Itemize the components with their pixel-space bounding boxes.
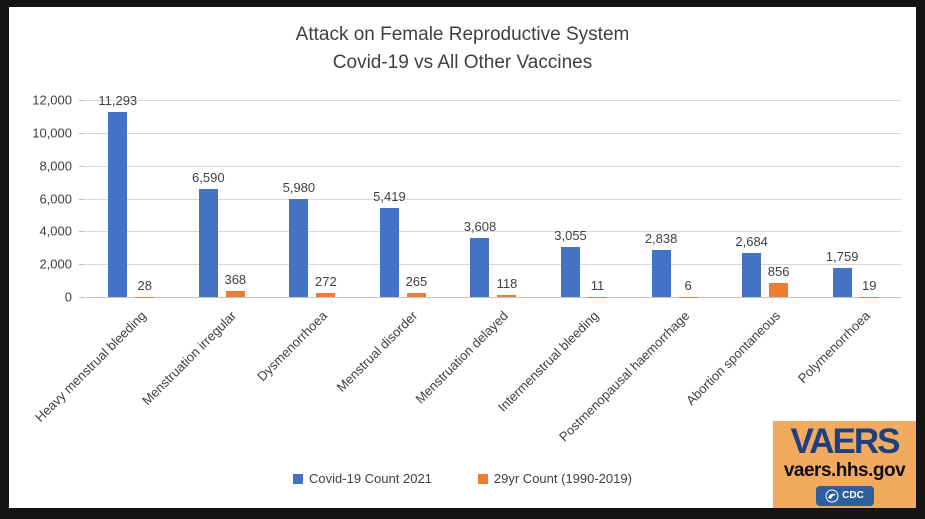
- y-tick-label: 12,000: [32, 92, 72, 108]
- x-category-label: Intermenstrual bleeding: [494, 308, 602, 415]
- x-category-label: Menstruation delayed: [412, 308, 512, 407]
- vaers-brand: VAERS: [790, 421, 901, 461]
- bar-covid19: [742, 252, 762, 297]
- bar-value-label: 272: [315, 273, 337, 289]
- bar-value-label: 11,293: [98, 92, 138, 108]
- y-tick-label: 2,000: [39, 256, 72, 272]
- y-tick-label: 8,000: [39, 158, 72, 174]
- bar-covid19: [379, 208, 399, 297]
- cdc-badge: CDC: [815, 485, 874, 506]
- bar-covid19: [561, 246, 581, 297]
- bar-value-label: 3,055: [554, 227, 587, 243]
- gridline: [86, 264, 901, 266]
- x-category-label: Abortion spontaneous: [682, 308, 783, 409]
- y-tick-label: 4,000: [39, 223, 72, 239]
- bar-value-label: 118: [496, 276, 518, 292]
- gridline: [86, 297, 901, 298]
- bar-covid19: [470, 237, 490, 297]
- bar-group: 5,980 272: [267, 100, 358, 297]
- bar-value-label: 6,590: [192, 169, 225, 185]
- gridline: [86, 198, 901, 200]
- bar-group: 3,055 11: [539, 100, 630, 297]
- bar-29yr: [497, 295, 517, 297]
- bar-value-label: 3,608: [463, 218, 497, 234]
- y-tick-label: 0: [64, 289, 72, 305]
- legend-swatch: [293, 473, 304, 484]
- bar-value-label: 1,759: [825, 249, 859, 265]
- bar-group: 1,759 19: [810, 100, 901, 297]
- bar-covid19: [651, 250, 671, 297]
- bar-group: 11,293 28: [86, 93, 177, 297]
- y-axis-tick: [79, 165, 85, 167]
- vaers-site-url: vaers.hhs.gov: [783, 459, 906, 481]
- bar-29yr: [406, 292, 426, 297]
- bar-value-label: 6: [684, 277, 692, 293]
- chart-title: Attack on Female Reproductive System: [295, 24, 630, 45]
- bar-group: 6,590 368: [177, 100, 268, 297]
- x-category-label: Dysmenorrhoea: [253, 308, 330, 385]
- y-axis-tick: [79, 297, 85, 298]
- bar-value-label: 5,980: [282, 179, 316, 195]
- legend-swatch: [477, 473, 488, 484]
- bar-value-label: 5,419: [373, 189, 406, 205]
- y-axis-tick: [79, 198, 85, 200]
- bar-group: 2,684 856: [720, 100, 811, 297]
- bar-value-label: 28: [137, 277, 152, 293]
- bar-value-label: 2,838: [644, 231, 678, 247]
- gridline: [86, 165, 901, 167]
- y-tick-label: 10,000: [32, 125, 72, 141]
- plot-area: 0 2,000 4,000 6,000 8,000 10,000 12,000 11,293 2…: [32, 93, 901, 444]
- legend: Covid-19 Count 2021 29yr Count (1990-2019…: [9, 471, 916, 486]
- legend-item: 29yr Count (1990-2019): [477, 471, 632, 486]
- bar-value-label: 2,684: [735, 233, 768, 249]
- chart-subtitle: Covid-19 vs All Other Vaccines: [332, 52, 593, 73]
- y-axis-tick: [79, 100, 85, 101]
- y-axis-tick: [79, 132, 85, 134]
- y-tick-label: 6,000: [39, 191, 72, 206]
- bar-group: 2,838 6: [629, 100, 720, 297]
- bar-covid19: [832, 268, 852, 297]
- bar-value-label: 11: [590, 277, 605, 293]
- bar-covid19: [108, 111, 128, 297]
- chart-title-block: Attack on Female Reproductive System Cov…: [9, 21, 916, 77]
- x-category-label: Menstrual disorder: [333, 308, 421, 395]
- chart-canvas: Attack on Female Reproductive System Cov…: [9, 7, 916, 508]
- x-category-label: Polymenorrhoea: [795, 308, 874, 387]
- bar-value-label: 19: [861, 277, 877, 293]
- bar-value-label: 265: [405, 273, 428, 289]
- x-category-label: Heavy menstrual bleeding: [31, 308, 149, 425]
- bar-29yr: [316, 292, 336, 297]
- vaers-logo: VAERS vaers.hhs.gov CDC: [773, 421, 916, 508]
- bar-29yr: [769, 282, 789, 297]
- y-axis-tick: [79, 264, 85, 266]
- legend-label: 29yr Count (1990-2019): [493, 471, 632, 486]
- x-category-label: Menstruation irregular: [139, 308, 240, 409]
- gridline: [86, 231, 901, 233]
- gridline: [86, 100, 901, 101]
- cdc-label: CDC: [842, 490, 864, 501]
- bar-value-label: 368: [224, 271, 247, 287]
- bar-covid19: [198, 188, 218, 297]
- legend-item: Covid-19 Count 2021: [293, 471, 432, 486]
- bar-covid19: [289, 198, 309, 297]
- legend-label: Covid-19 Count 2021: [309, 471, 432, 486]
- y-axis-tick: [79, 231, 85, 233]
- bar-value-label: 856: [767, 263, 790, 279]
- bar-group: 5,419 265: [358, 100, 449, 297]
- bar-group: 3,608 118: [448, 100, 539, 297]
- gridline: [86, 132, 901, 134]
- cdc-eagle-icon: [825, 489, 839, 502]
- bar-29yr: [225, 290, 245, 297]
